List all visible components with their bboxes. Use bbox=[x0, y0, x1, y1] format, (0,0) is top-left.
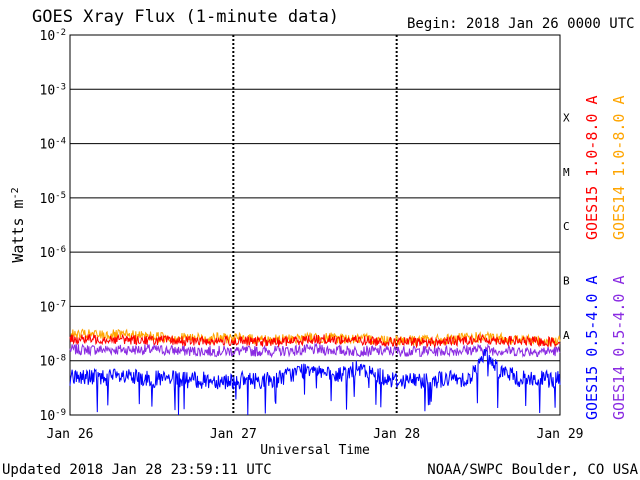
begin-value: 2018 Jan 26 0000 UTC bbox=[466, 16, 635, 32]
y-tick-label: 10-6 bbox=[40, 245, 67, 261]
y-tick-label: 10-3 bbox=[40, 82, 67, 98]
flare-class-label: M bbox=[563, 166, 570, 179]
y-tick-label: 10-5 bbox=[40, 191, 67, 207]
legend-goes14-short: GOES14 0.5-4.0 A bbox=[610, 276, 628, 421]
tick-labels: 10-9 10-8 10-7 10-6 10-5 10-4 10-3 10-2 Jan 26 Ja… bbox=[40, 28, 584, 442]
series-line bbox=[69, 333, 561, 349]
series-line bbox=[69, 342, 561, 359]
y-axis-label: Watts m-2 bbox=[9, 187, 27, 262]
flare-class-label: X bbox=[563, 112, 570, 125]
y-tick-label: 10-8 bbox=[40, 354, 67, 370]
x-tick-label: Jan 28 bbox=[373, 427, 420, 442]
y-axis-label-text: Watts m bbox=[9, 199, 27, 262]
series-layer bbox=[69, 328, 561, 416]
legend-goes15-long: GOES15 1.0-8.0 A bbox=[583, 96, 601, 241]
y-tick-label: 10-2 bbox=[40, 28, 67, 44]
plot-frame bbox=[69, 34, 561, 416]
flare-class-label: C bbox=[563, 220, 570, 233]
flare-class-label: A bbox=[563, 329, 570, 342]
x-tick-label: Jan 29 bbox=[537, 427, 584, 442]
y-tick-label: 10-9 bbox=[40, 408, 67, 424]
begin-label: Begin: bbox=[407, 16, 458, 32]
x-axis-label: Universal Time bbox=[260, 443, 370, 458]
x-tick-label: Jan 27 bbox=[210, 427, 257, 442]
y-tick-label: 10-7 bbox=[40, 299, 67, 315]
credit-text: NOAA/SWPC Boulder, CO USA bbox=[427, 462, 638, 478]
x-tick-label: Jan 26 bbox=[47, 427, 94, 442]
flare-class-label: B bbox=[563, 275, 570, 288]
legend-goes15-short: GOES15 0.5-4.0 A bbox=[583, 276, 601, 421]
chart-title: GOES Xray Flux (1-minute data) bbox=[32, 7, 339, 27]
grid bbox=[70, 35, 560, 415]
updated-timestamp: Updated 2018 Jan 28 23:59:11 UTC bbox=[2, 462, 272, 478]
y-axis-label-exponent: -2 bbox=[10, 187, 21, 199]
series-line bbox=[69, 348, 561, 416]
legend-goes14-long: GOES14 1.0-8.0 A bbox=[610, 96, 628, 241]
y-tick-label: 10-4 bbox=[40, 137, 67, 153]
flare-class-labels: A B C M X bbox=[563, 112, 570, 342]
